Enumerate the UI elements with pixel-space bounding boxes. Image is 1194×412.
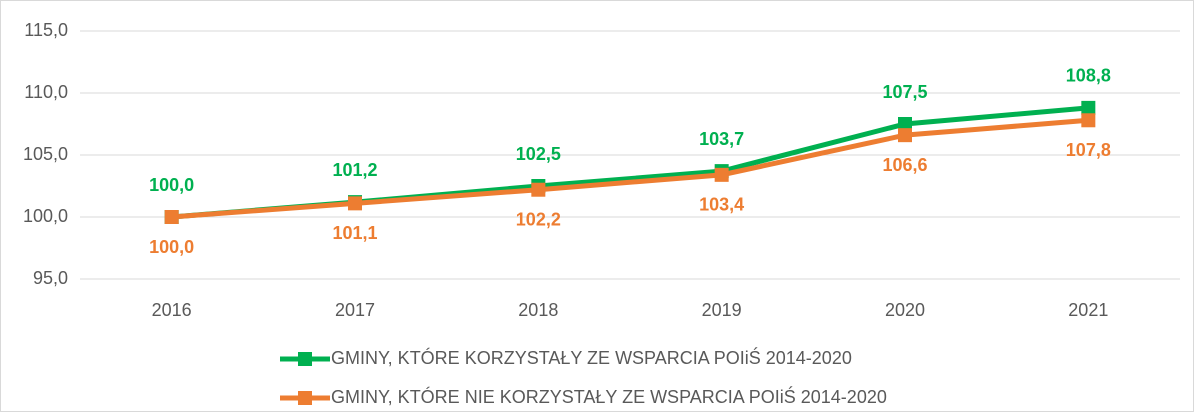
y-tick-label: 115,0	[24, 20, 68, 40]
value-label: 108,8	[1066, 66, 1111, 86]
point-marker	[1081, 113, 1096, 128]
value-label: 103,7	[699, 129, 744, 149]
value-label: 107,8	[1066, 140, 1111, 160]
x-tick-label: 2018	[518, 300, 558, 320]
point-marker	[714, 167, 729, 182]
legend-swatch-marker	[298, 352, 312, 366]
point-marker	[898, 117, 912, 131]
series-line	[171, 117, 1089, 220]
value-label: 102,2	[516, 209, 561, 229]
legend-label: GMINY, KTÓRE KORZYSTAŁY ZE WSPARCIA POIi…	[331, 347, 852, 368]
value-label: 101,2	[332, 160, 377, 180]
point-marker	[164, 210, 179, 224]
x-tick-label: 2017	[335, 300, 375, 320]
point-marker	[348, 196, 362, 211]
value-label: 102,5	[516, 144, 561, 164]
value-label: 103,4	[699, 195, 744, 215]
legend-swatch-marker	[298, 391, 312, 405]
value-label: 107,5	[882, 82, 927, 102]
point-marker	[531, 182, 546, 197]
value-label: 101,1	[332, 223, 377, 243]
y-tick-label: 105,0	[23, 144, 68, 164]
y-tick-label: 110,0	[24, 82, 68, 102]
point-marker	[898, 128, 912, 143]
value-label: 100,0	[149, 237, 194, 257]
value-label: 100,0	[149, 175, 194, 195]
x-tick-label: 2021	[1068, 300, 1108, 320]
value-label: 106,6	[882, 155, 927, 175]
point-marker	[1081, 100, 1096, 115]
x-tick-label: 2020	[885, 300, 925, 320]
y-tick-label: 95,0	[33, 268, 68, 288]
y-tick-label: 100,0	[23, 206, 68, 226]
x-tick-label: 2019	[702, 300, 742, 320]
x-tick-label: 2016	[152, 300, 192, 320]
legend-label: GMINY, KTÓRE NIE KORZYSTAŁY ZE WSPARCIA …	[331, 386, 887, 407]
